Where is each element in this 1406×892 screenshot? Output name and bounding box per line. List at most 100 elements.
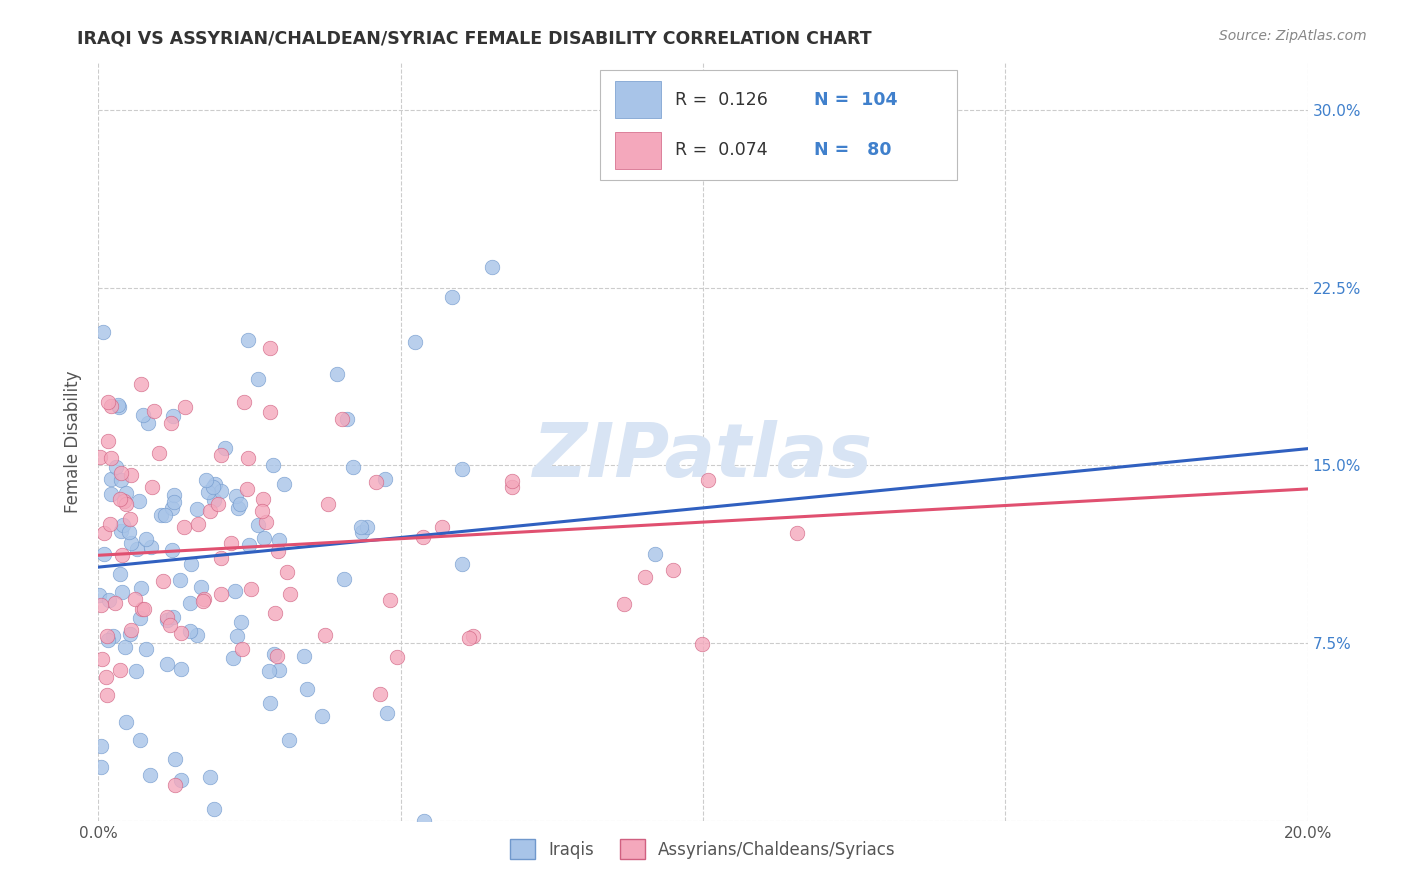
Point (179, 624, 201, 638)
Legend: Iraqis, Assyrians/Chaldeans/Syriacs: Iraqis, Assyrians/Chaldeans/Syriacs (503, 833, 903, 865)
Point (209, 448, 232, 462)
Point (342, 460, 364, 475)
Point (292, 649, 315, 664)
Point (229, 615, 252, 629)
Point (259, 405, 281, 419)
Point (236, 450, 259, 465)
Point (501, 475, 523, 489)
Point (163, 752, 186, 766)
Point (139, 541, 162, 555)
Point (128, 610, 150, 624)
Point (100, 487, 122, 501)
Point (155, 508, 177, 523)
Point (412, 530, 434, 544)
Point (173, 519, 195, 533)
Point (263, 647, 285, 661)
Point (93, 548, 115, 562)
Point (404, 334, 426, 349)
Point (209, 587, 232, 601)
Point (501, 480, 523, 494)
Point (135, 642, 157, 657)
Point (246, 372, 269, 386)
Point (368, 688, 391, 702)
Point (451, 462, 474, 476)
Point (356, 520, 378, 534)
Point (326, 368, 349, 382)
Point (187, 516, 209, 531)
Point (100, 472, 122, 486)
Point (174, 400, 197, 414)
Point (266, 649, 288, 664)
Point (104, 596, 127, 610)
Point (162, 409, 184, 423)
Point (150, 508, 173, 522)
Point (179, 597, 201, 611)
Point (163, 488, 186, 502)
Point (118, 512, 141, 526)
Point (125, 541, 148, 556)
Point (118, 524, 141, 539)
Point (162, 495, 184, 509)
Point (120, 468, 142, 483)
Point (252, 491, 274, 506)
Point (233, 394, 256, 409)
Point (169, 573, 191, 587)
Point (201, 480, 224, 494)
Text: IRAQI VS ASSYRIAN/CHALDEAN/SYRIAC FEMALE DISABILITY CORRELATION CHART: IRAQI VS ASSYRIAN/CHALDEAN/SYRIAC FEMALE… (77, 29, 872, 47)
Point (160, 543, 183, 558)
Point (143, 403, 166, 417)
Point (115, 486, 138, 500)
Point (115, 715, 138, 730)
Point (661, 563, 683, 577)
Point (134, 601, 156, 615)
Point (330, 411, 353, 425)
Point (186, 501, 208, 516)
Point (238, 538, 260, 552)
Point (374, 472, 396, 486)
Point (259, 696, 281, 710)
Point (160, 500, 183, 515)
Text: R =  0.074: R = 0.074 (675, 142, 768, 160)
Point (238, 333, 260, 347)
Point (380, 593, 402, 607)
Text: ZIPatlas: ZIPatlas (533, 420, 873, 493)
Point (89, 588, 111, 602)
Point (314, 627, 336, 641)
Point (98, 517, 121, 532)
Point (111, 548, 134, 562)
Point (128, 494, 150, 508)
Point (96, 670, 118, 684)
Point (190, 581, 212, 595)
Point (136, 417, 159, 431)
Point (100, 399, 122, 413)
Point (692, 637, 714, 651)
Point (91, 325, 114, 339)
Point (115, 497, 138, 511)
Point (226, 629, 249, 643)
Point (209, 551, 232, 566)
Point (295, 681, 318, 696)
Point (200, 503, 222, 517)
Point (219, 536, 242, 550)
Point (170, 772, 193, 787)
Point (229, 497, 252, 511)
Point (96, 629, 118, 643)
Point (114, 640, 136, 655)
Point (481, 260, 503, 274)
Point (110, 473, 132, 487)
FancyBboxPatch shape (600, 70, 957, 180)
Point (267, 543, 290, 558)
Point (100, 450, 122, 465)
Point (696, 473, 718, 487)
Point (97, 633, 120, 648)
Point (159, 618, 181, 632)
Point (336, 412, 359, 426)
Point (333, 572, 356, 586)
Point (387, 649, 409, 664)
Point (156, 657, 179, 671)
Point (202, 802, 225, 816)
Point (200, 771, 222, 785)
Point (91, 652, 114, 666)
Point (273, 476, 295, 491)
Point (97, 434, 120, 449)
